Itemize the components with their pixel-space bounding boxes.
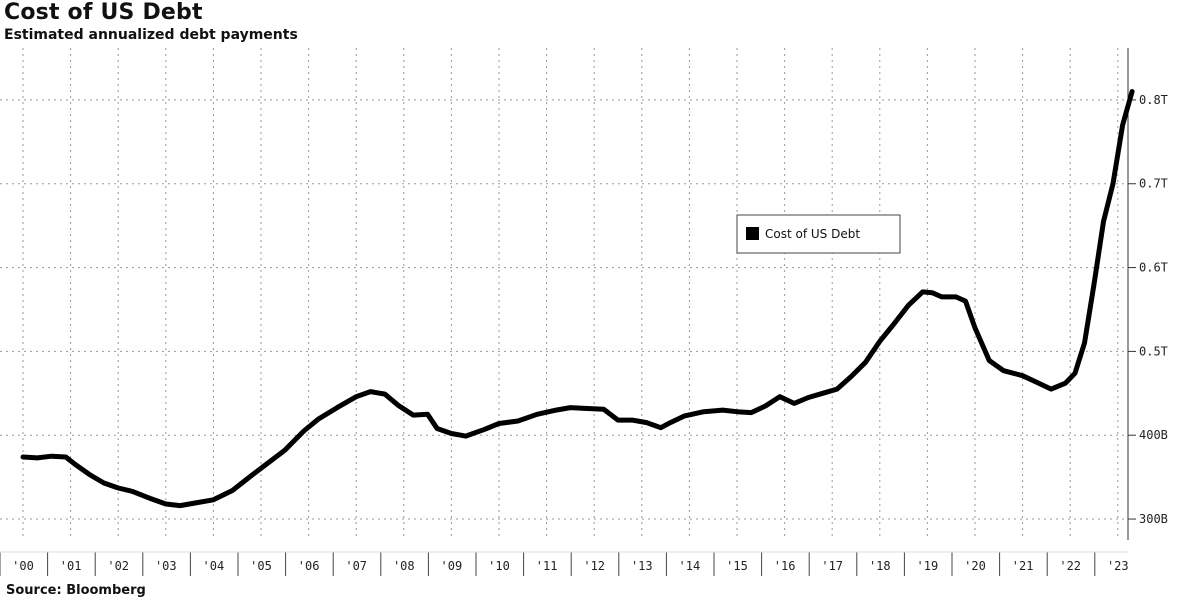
x-tick-label: '11 — [536, 559, 558, 573]
x-tick-label: '10 — [488, 559, 510, 573]
series-layer — [20, 89, 1135, 509]
x-tick-label: '16 — [774, 559, 796, 573]
chart-title: Cost of US Debt — [4, 0, 203, 25]
x-tick-label: '13 — [631, 559, 653, 573]
x-tick-label: '05 — [250, 559, 272, 573]
y-tick-label: 0.8T — [1139, 93, 1168, 107]
x-tick-label: '01 — [60, 559, 82, 573]
x-tick-label: '09 — [441, 559, 463, 573]
legend-box — [736, 214, 901, 254]
series-line — [20, 89, 1135, 509]
legend-label: Cost of US Debt — [765, 227, 860, 241]
y-tick-label: 0.7T — [1139, 177, 1168, 191]
x-tick-label: '04 — [203, 559, 225, 573]
chart-subtitle: Estimated annualized debt payments — [4, 27, 298, 43]
x-tick-label: '23 — [1107, 559, 1129, 573]
y-tick-label: 0.6T — [1139, 261, 1168, 275]
x-tick-label: '03 — [155, 559, 177, 573]
x-tick-label: '07 — [345, 559, 367, 573]
legend: Cost of US Debt — [736, 214, 901, 254]
x-tick-label: '14 — [679, 559, 701, 573]
x-tick-label: '02 — [107, 559, 129, 573]
x-tick-label: '08 — [393, 559, 415, 573]
legend-swatch — [746, 227, 759, 240]
x-tick-label: '18 — [869, 559, 891, 573]
x-tick-label: '00 — [12, 559, 34, 573]
x-tick-label: '17 — [821, 559, 843, 573]
y-tick-label: 0.5T — [1139, 344, 1168, 358]
axes: 300B 400B 0.5T 0.6T 0.7T 0.8T '00 '01 '02 '03 '04 '… — [0, 48, 1168, 576]
grid-lines — [0, 48, 1128, 540]
x-tick-label: '12 — [583, 559, 605, 573]
y-tick-label: 300B — [1139, 512, 1168, 526]
x-tick-label: '06 — [298, 559, 320, 573]
x-tick-label: '20 — [964, 559, 986, 573]
chart-source: Source: Bloomberg — [6, 583, 146, 598]
y-tick-label: 400B — [1139, 428, 1168, 442]
x-tick-label: '19 — [917, 559, 939, 573]
x-tick-label: '15 — [726, 559, 748, 573]
x-tick-label: '21 — [1012, 559, 1034, 573]
x-tick-label: '22 — [1059, 559, 1081, 573]
